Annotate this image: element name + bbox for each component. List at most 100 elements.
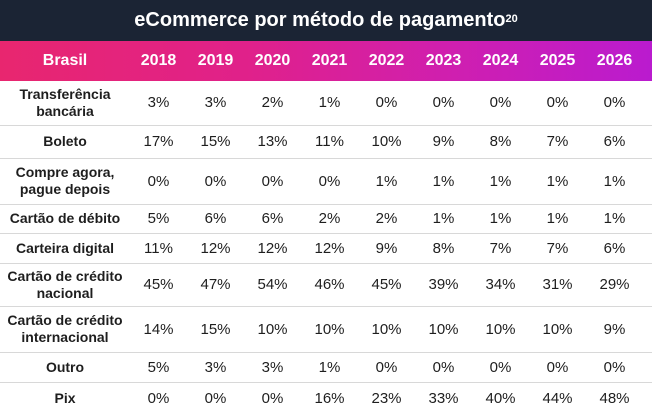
table-body: Transferência bancária 3% 3% 2% 1% 0% 0% 0% 0% 0%…	[0, 81, 652, 408]
table-cell: 6%	[586, 125, 643, 159]
table-cell: 9%	[415, 125, 472, 159]
table-cell: 44%	[542, 390, 573, 408]
year-header: 2024	[482, 52, 519, 69]
year-header: 2021	[311, 52, 348, 69]
table-cell: 7%	[472, 233, 529, 264]
table-cell: 9%	[358, 233, 415, 264]
table-cell: 27%	[643, 263, 652, 307]
year-header: 2020	[254, 52, 291, 69]
table-cell: 47%	[187, 263, 244, 307]
table-cell: 54%	[244, 263, 301, 307]
table-cell: 11%	[130, 233, 187, 264]
table-cell: 6%	[187, 204, 244, 234]
table-cell: 1%	[529, 158, 586, 205]
table-cell: 0%	[204, 390, 227, 408]
table-cell: 0%	[261, 390, 284, 408]
table-cell: 0%	[472, 81, 529, 126]
row-label: Cartão de débito	[0, 204, 130, 234]
table-row: Pix 0% 0% 0% 16% 23% 33% 40% 44% 48% 51%	[0, 382, 652, 408]
table-cell: 1%	[301, 352, 358, 383]
table-cell: 14%	[130, 306, 187, 353]
table-cell: 1%	[415, 158, 472, 205]
table-cell: 1%	[415, 204, 472, 234]
table-cell: 1%	[358, 158, 415, 205]
table-cell: 1%	[643, 158, 652, 205]
table-cell: 10%	[244, 306, 301, 353]
table-cell: 45%	[130, 263, 187, 307]
table-cell: 29%	[586, 263, 643, 307]
table-cell: 6%	[244, 204, 301, 234]
table-cell: 1%	[529, 204, 586, 234]
table-cell: 1%	[586, 204, 643, 234]
row-label: Cartão de crédito internacional	[0, 306, 130, 353]
payment-method-table: Brasil 2018 2019 2020 2021 2022 2023 2024 2025 2…	[0, 41, 652, 408]
table-cell: 1%	[586, 158, 643, 205]
title-bar: eCommerce por método de pagamento 20	[0, 0, 652, 41]
year-header: 2026	[596, 52, 633, 69]
table-cell: 0%	[358, 352, 415, 383]
year-header: 2019	[197, 52, 234, 69]
table-cell: 13%	[244, 125, 301, 159]
table-cell: 0%	[643, 81, 652, 126]
table-cell: 45%	[358, 263, 415, 307]
table-cell: 10%	[358, 306, 415, 353]
table-cell: 10%	[472, 306, 529, 353]
table-cell: 0%	[130, 158, 187, 205]
table-cell: 6%	[643, 233, 652, 264]
year-header: 2023	[425, 52, 462, 69]
table-cell: 34%	[472, 263, 529, 307]
table-cell: 1%	[472, 204, 529, 234]
row-label: Pix	[54, 390, 76, 407]
year-header: 2027	[643, 41, 652, 81]
table-row: Transferência bancária 3% 3% 2% 1% 0% 0% 0% 0% 0%…	[0, 81, 652, 126]
chart-title: eCommerce por método de pagamento	[134, 9, 506, 31]
row-label: Cartão de crédito nacional	[0, 263, 130, 307]
table-cell: 1%	[472, 158, 529, 205]
table-cell: 12%	[244, 233, 301, 264]
table-cell: 8%	[415, 233, 472, 264]
table-cell: 0%	[529, 81, 586, 126]
title-footnote: 20	[505, 12, 518, 25]
table-cell: 1%	[301, 81, 358, 126]
row-label: Transferência bancária	[0, 81, 130, 126]
table-cell: 0%	[415, 352, 472, 383]
year-header: 2018	[140, 52, 177, 69]
row-label: Carteira digital	[0, 233, 130, 264]
table-cell: 17%	[130, 125, 187, 159]
table-cell: 12%	[301, 233, 358, 264]
year-header: 2022	[368, 52, 405, 69]
row-label: Outro	[0, 352, 130, 383]
table-cell: 31%	[529, 263, 586, 307]
table-cell: 0%	[147, 390, 170, 408]
table-cell: 6%	[586, 233, 643, 264]
table-cell: 51%	[643, 382, 652, 408]
table-cell: 0%	[244, 158, 301, 205]
row-label: Boleto	[0, 125, 130, 159]
table-row: Cartão de crédito nacional 45% 47% 54% 46% 45…	[0, 263, 652, 307]
table-cell: 3%	[244, 352, 301, 383]
table-cell: 10%	[415, 306, 472, 353]
table-cell: 5%	[130, 204, 187, 234]
table-cell: 10%	[529, 306, 586, 353]
table-cell: 0%	[415, 81, 472, 126]
table-cell: 5%	[130, 352, 187, 383]
table-cell: 2%	[358, 204, 415, 234]
table-cell: 10%	[301, 306, 358, 353]
table-cell: 12%	[187, 233, 244, 264]
table-cell: 3%	[130, 81, 187, 126]
corner-label: Brasil	[42, 52, 88, 69]
table-cell: 7%	[529, 233, 586, 264]
table-cell: 0%	[586, 352, 643, 383]
table-cell: 9%	[643, 306, 652, 353]
table-cell: 0%	[529, 352, 586, 383]
table-cell: 3%	[187, 352, 244, 383]
table-cell: 10%	[358, 125, 415, 159]
table-cell: 0%	[358, 81, 415, 126]
table-cell: 5%	[643, 125, 652, 159]
table-cell: 46%	[301, 263, 358, 307]
table-cell: 0%	[187, 158, 244, 205]
